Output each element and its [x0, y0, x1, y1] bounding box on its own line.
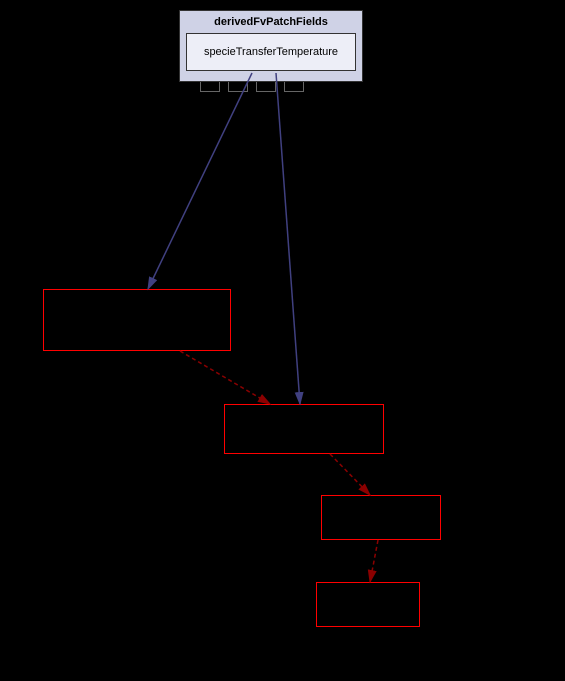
dependency-box-3[interactable]: [321, 495, 441, 540]
arrow-box3-to-box4: [370, 540, 378, 582]
folder-tab: [256, 82, 276, 92]
arrow-top-to-box1: [148, 73, 252, 289]
arrow-box2-to-box3: [330, 454, 370, 495]
arrow-top-to-box2: [276, 73, 300, 404]
dependency-box-1[interactable]: [43, 289, 231, 351]
folder-tab: [200, 82, 220, 92]
arrow-box1-to-box2: [180, 351, 270, 404]
dependency-box-2[interactable]: [224, 404, 384, 454]
dependency-box-4[interactable]: [316, 582, 420, 627]
derived-patch-fields-node[interactable]: derivedFvPatchFields specieTransferTempe…: [179, 10, 363, 82]
folder-tab: [284, 82, 304, 92]
inner-node-label: specieTransferTemperature: [204, 46, 338, 58]
folder-tab: [228, 82, 248, 92]
specie-transfer-node[interactable]: specieTransferTemperature: [186, 33, 356, 71]
folder-tabs: [200, 82, 304, 92]
outer-node-label: derivedFvPatchFields: [214, 16, 328, 28]
